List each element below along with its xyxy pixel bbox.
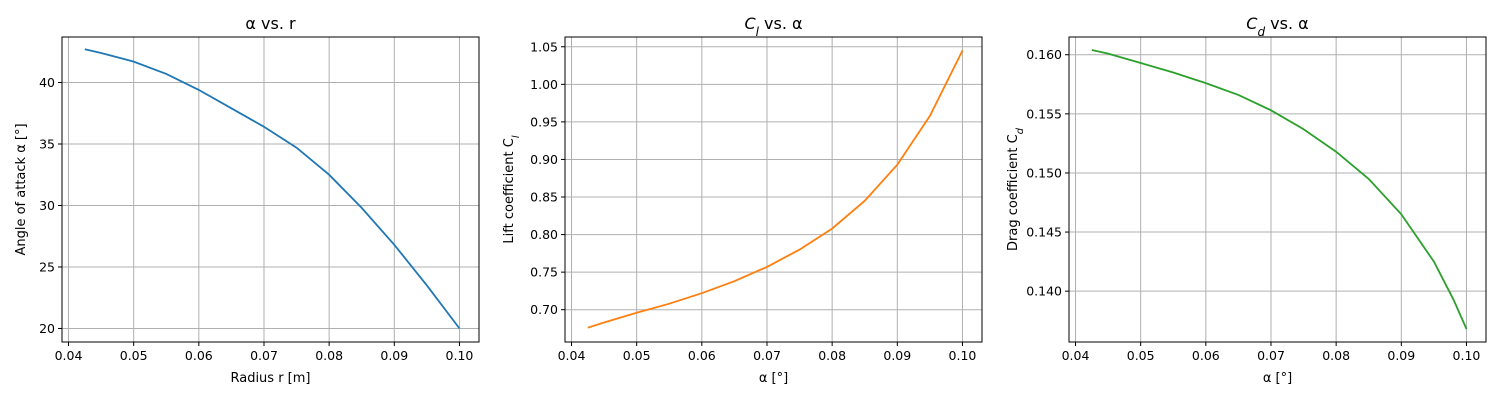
y-axis-label: Lift coefficient Cl (502, 135, 522, 243)
x-tick-label: 0.08 (818, 348, 846, 363)
y-tick-label: 0.145 (1026, 225, 1062, 240)
x-axis-label: α [°] (759, 371, 788, 386)
x-axis-label: α [°] (1263, 371, 1292, 386)
axes-frame (61, 36, 480, 343)
x-tick-label: 0.04 (55, 348, 83, 363)
x-axis-label: Radius r [m] (230, 371, 310, 386)
x-tick-label: 0.10 (446, 348, 474, 363)
subplot-1: 0.04 0.05 0.06 0.07 0.08 0.09 0.10 20 25 30 35 40 α … (14, 14, 480, 386)
x-tick-label: 0.07 (753, 348, 781, 363)
x-tick-label: 0.06 (1192, 348, 1220, 363)
title-symbol: C (744, 14, 756, 33)
y-tick-label: 20 (39, 321, 55, 336)
y-tick-label: 0.85 (530, 190, 558, 205)
x-tick-label: 0.05 (623, 348, 651, 363)
chart-title: Cl vs. α (744, 14, 802, 39)
x-tick-label: 0.08 (1322, 348, 1350, 363)
x-tick-label: 0.04 (1062, 348, 1090, 363)
axes-frame (564, 36, 983, 343)
x-tick-label: 0.06 (688, 348, 716, 363)
subscript: l (511, 135, 522, 138)
x-tick-label: 0.07 (1257, 348, 1285, 363)
subplot-2: 0.04 0.05 0.06 0.07 0.08 0.09 0.10 0.70 0.75 0.80… (502, 14, 983, 386)
x-tick-label: 0.05 (120, 348, 148, 363)
y-tick-label: 0.80 (530, 227, 558, 242)
chart-title: Cd vs. α (1246, 14, 1308, 39)
y-tick-label: 40 (39, 75, 55, 90)
text-part: Drag coefficient C (1006, 134, 1021, 251)
y-tick-label: 1.00 (530, 77, 558, 92)
y-axis-label: Angle of attack α [°] (14, 123, 29, 255)
x-tick-label: 0.07 (250, 348, 278, 363)
title-rest: vs. α (759, 14, 803, 33)
x-tick-label: 0.09 (1387, 348, 1415, 363)
x-tick-label: 0.09 (883, 348, 911, 363)
series-line (1091, 49, 1468, 330)
y-tick-label: 0.95 (530, 114, 558, 129)
subscript: d (1015, 127, 1026, 134)
title-symbol: C (1246, 14, 1258, 33)
x-tick-label: 0.10 (1453, 348, 1481, 363)
y-tick-label: 0.155 (1026, 106, 1062, 121)
y-tick-label: 0.90 (530, 152, 558, 167)
subscript: l (756, 25, 760, 39)
x-tick-label: 0.08 (315, 348, 343, 363)
y-tick-label: 30 (39, 198, 55, 213)
x-tick-label: 0.10 (949, 348, 977, 363)
subscript: d (1257, 25, 1265, 39)
y-tick-label: 25 (39, 259, 55, 274)
text-part: Lift coefficient C (502, 138, 517, 243)
x-tick-label: 0.06 (185, 348, 213, 363)
series-line (84, 48, 461, 330)
x-tick-label: 0.05 (1127, 348, 1155, 363)
y-tick-label: 0.140 (1026, 284, 1062, 299)
y-tick-label: 0.160 (1026, 47, 1062, 62)
x-tick-label: 0.09 (380, 348, 408, 363)
chart-title: α vs. r (245, 14, 296, 33)
subplot-3: 0.04 0.05 0.06 0.07 0.08 0.09 0.10 0.140 0.145 0.… (1006, 14, 1487, 386)
y-tick-label: 0.70 (530, 302, 558, 317)
y-tick-label: 0.150 (1026, 165, 1062, 180)
x-tick-label: 0.04 (558, 348, 586, 363)
title-rest: vs. α (1265, 14, 1309, 33)
y-tick-label: 1.05 (530, 39, 558, 54)
y-tick-label: 0.75 (530, 265, 558, 280)
axes-frame (1068, 36, 1487, 343)
series-line (587, 50, 964, 329)
y-axis-label: Drag coefficient Cd (1006, 127, 1026, 251)
y-tick-label: 35 (39, 136, 55, 151)
